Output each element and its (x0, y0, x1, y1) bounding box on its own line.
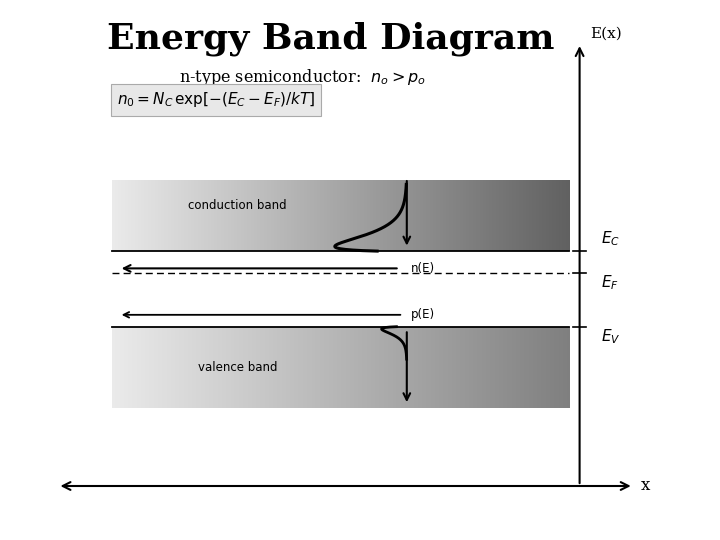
Text: Energy Band Diagram: Energy Band Diagram (107, 22, 555, 56)
Text: conduction band: conduction band (189, 199, 287, 212)
Text: $n_0 = N_C \, \mathrm{exp}[-(E_C - E_F)/kT]$: $n_0 = N_C \, \mathrm{exp}[-(E_C - E_F)/… (117, 90, 315, 110)
Text: valence band: valence band (198, 361, 277, 374)
Text: n(E): n(E) (410, 262, 435, 275)
Text: n-type semiconductor:  $\mathit{n_o}$$\mathit{>}$$\mathit{p_o}$: n-type semiconductor: $\mathit{n_o}$$\ma… (179, 68, 426, 89)
Text: $E_C$: $E_C$ (601, 230, 620, 248)
Text: $E_F$: $E_F$ (601, 274, 619, 293)
Text: E(x): E(x) (590, 26, 622, 40)
Text: x: x (641, 477, 650, 495)
Text: $E_V$: $E_V$ (601, 328, 621, 347)
Text: p(E): p(E) (410, 308, 435, 321)
